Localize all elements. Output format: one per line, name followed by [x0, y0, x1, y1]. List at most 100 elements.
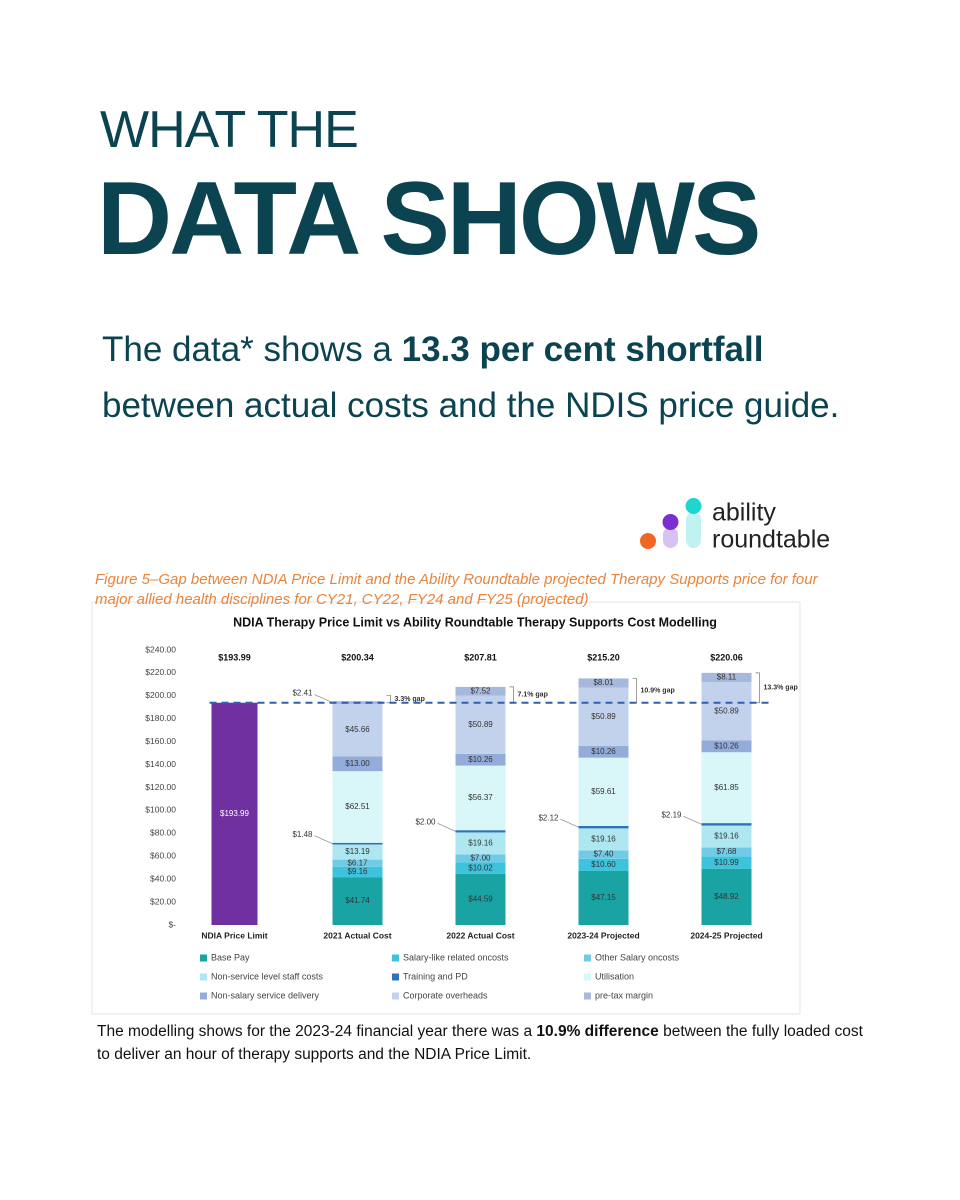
gap-label: 10.9% gap — [641, 687, 675, 694]
legend-label: Utilisation — [595, 971, 634, 981]
bar-label: $1.48 — [292, 830, 313, 839]
gap-brace — [755, 672, 760, 704]
total-label: $207.81 — [464, 652, 497, 662]
bar-segment — [578, 825, 629, 829]
bar-segment — [701, 823, 752, 826]
logo-dot — [640, 533, 656, 549]
bar-label: $59.61 — [591, 787, 616, 796]
logo-dot — [685, 498, 702, 514]
x-tick-label: 2022 Actual Cost — [446, 930, 514, 940]
logo-dot — [662, 514, 679, 530]
bar-label: $7.40 — [593, 850, 614, 859]
bar-label: $13.19 — [345, 847, 370, 856]
legend-swatch — [392, 954, 399, 962]
bar-label: $2.12 — [538, 813, 559, 822]
y-tick-label: $- — [168, 919, 176, 929]
bar-label: $19.16 — [468, 839, 493, 848]
bar-segment — [332, 842, 383, 845]
bar — [211, 702, 258, 925]
gap-label: 3.3% gap — [395, 696, 425, 703]
bar-label: $50.89 — [468, 720, 493, 729]
bar-segment — [332, 877, 383, 925]
bar-label: $193.99 — [220, 809, 249, 818]
bar-segment — [332, 844, 383, 860]
footnote-text: between the fully loaded cost to deliver… — [97, 1023, 863, 1063]
bar-segment — [455, 873, 506, 925]
leader-line — [683, 816, 702, 825]
bar-label: $56.37 — [468, 793, 493, 802]
bar-segment — [332, 756, 383, 772]
gap-label: 7.1% gap — [518, 692, 548, 699]
bar-segment — [701, 672, 752, 683]
legend-label: Training and PD — [403, 971, 468, 981]
bar-label: $9.16 — [347, 867, 368, 876]
bar-segment — [455, 854, 506, 863]
bar-label: $13.00 — [345, 759, 370, 768]
bar-segment — [701, 825, 752, 848]
bar-label: $10.60 — [591, 860, 616, 869]
bar-label: $10.26 — [714, 741, 739, 750]
bar-segment — [701, 847, 752, 857]
bar-label: $50.89 — [714, 706, 739, 715]
intro-text: between actual costs and the NDIS price … — [102, 386, 840, 425]
bar-label: $50.89 — [591, 712, 616, 721]
legend-swatch — [392, 992, 399, 1000]
legend-swatch — [200, 954, 207, 962]
legend-label: Base Pay — [211, 952, 250, 962]
gap-label: 13.3% gap — [764, 685, 798, 692]
bar-label: $41.74 — [345, 896, 370, 905]
bar-segment — [332, 866, 383, 878]
bar-segment — [578, 850, 629, 859]
figure-caption: Figure 5–Gap between NDIA Price Limit an… — [95, 571, 818, 608]
legend-label: Other Salary oncosts — [595, 952, 680, 962]
legend-swatch — [392, 973, 399, 981]
y-tick-label: $140.00 — [145, 759, 176, 769]
y-tick-label: $20.00 — [150, 896, 176, 906]
bar-label: $2.00 — [415, 817, 436, 826]
logo-text: ability — [712, 499, 776, 527]
bar-label: $44.59 — [468, 895, 493, 904]
gap-brace — [509, 686, 514, 704]
bar-label: $7.00 — [470, 854, 491, 863]
bar-segment — [332, 771, 383, 843]
bar-segment — [455, 686, 506, 696]
bar-segment — [455, 832, 506, 855]
intro: The data* shows a 13.3 per cent shortfal… — [102, 322, 892, 434]
footnote: The modelling shows for the 2023-24 fina… — [97, 1020, 877, 1066]
bar-segment — [578, 858, 629, 871]
bar-label: $45.66 — [345, 725, 370, 734]
bar-segment — [332, 859, 383, 867]
bar-label: $2.19 — [661, 810, 682, 819]
bar-label: $8.01 — [593, 678, 614, 687]
y-tick-label: $40.00 — [150, 873, 176, 883]
bar-segment — [455, 695, 506, 754]
bar-label: $10.02 — [468, 863, 493, 872]
total-label: $193.99 — [218, 652, 251, 662]
bar-segment — [455, 753, 506, 766]
leader-line — [314, 835, 333, 844]
x-tick-label: 2023-24 Projected — [567, 930, 639, 940]
leader-line — [560, 818, 579, 828]
bar-segment — [332, 703, 383, 757]
bar-label: $19.16 — [714, 832, 739, 841]
bar-segment — [701, 856, 752, 869]
bar-segment — [578, 687, 629, 746]
y-tick-label: $160.00 — [145, 736, 176, 746]
bar-label: $19.16 — [591, 834, 616, 843]
bar-label: $7.68 — [716, 847, 737, 856]
legend-label: Non-salary service delivery — [211, 990, 320, 1000]
total-label: $215.20 — [587, 652, 620, 662]
kicker: WHAT THE — [100, 101, 359, 159]
x-tick-label: 2024-25 Projected — [690, 930, 762, 940]
chart-title: NDIA Therapy Price Limit vs Ability Roun… — [233, 615, 717, 629]
bar-segment — [701, 682, 752, 741]
legend-label: Non-service level staff costs — [211, 971, 323, 981]
bar-segment — [578, 678, 629, 688]
total-label: $220.06 — [710, 652, 743, 662]
y-tick-label: $60.00 — [150, 851, 176, 861]
y-tick-label: $200.00 — [145, 690, 176, 700]
intro-text: The data* shows a — [102, 330, 402, 369]
intro-bold: 13.3 per cent shortfall — [401, 330, 764, 369]
